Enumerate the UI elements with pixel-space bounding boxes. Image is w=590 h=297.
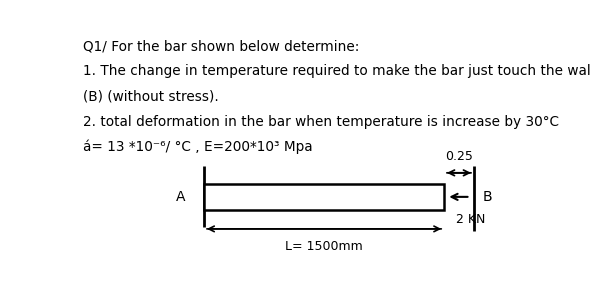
Text: 2 KN: 2 KN xyxy=(455,213,485,226)
Text: L= 1500mm: L= 1500mm xyxy=(285,240,363,253)
Text: 1. The change in temperature required to make the bar just touch the wall at: 1. The change in temperature required to… xyxy=(83,64,590,78)
Text: 0.25: 0.25 xyxy=(445,150,473,162)
Text: á= 13 *10⁻⁶/ °C , E=200*10³ Mpa: á= 13 *10⁻⁶/ °C , E=200*10³ Mpa xyxy=(83,140,313,154)
Text: Q1/ For the bar shown below determine:: Q1/ For the bar shown below determine: xyxy=(83,39,359,53)
Bar xyxy=(204,184,444,210)
Text: B: B xyxy=(483,190,493,204)
Text: 2. total deformation in the bar when temperature is increase by 30°C: 2. total deformation in the bar when tem… xyxy=(83,115,559,129)
Text: (B) (without stress).: (B) (without stress). xyxy=(83,89,219,103)
Text: A: A xyxy=(176,190,186,204)
